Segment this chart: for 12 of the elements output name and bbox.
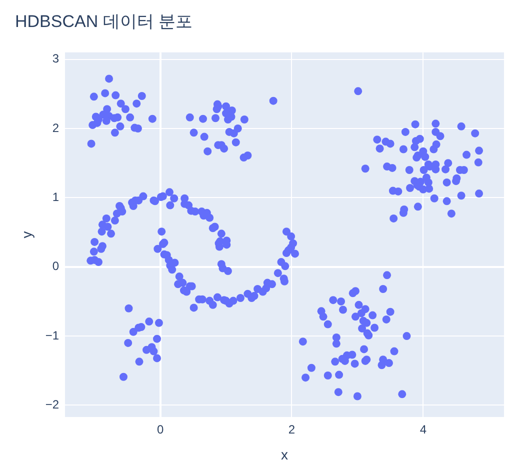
x-tick-label: 0	[156, 422, 164, 437]
y-tick-label: 2	[52, 120, 60, 135]
y-tick-label: 3	[52, 52, 60, 66]
chart-title: HDBSCAN 데이터 분포	[15, 12, 193, 31]
x-tick-label: 4	[420, 422, 427, 437]
x-tick-label: 2	[288, 422, 296, 437]
y-tick-label: 1	[52, 190, 60, 204]
y-axis-title: y	[18, 231, 34, 238]
y-tick-label: −2	[45, 398, 60, 412]
y-tick-label: −1	[45, 328, 60, 342]
y-tick-label: 0	[52, 259, 60, 274]
x-axis-title: x	[281, 446, 288, 462]
